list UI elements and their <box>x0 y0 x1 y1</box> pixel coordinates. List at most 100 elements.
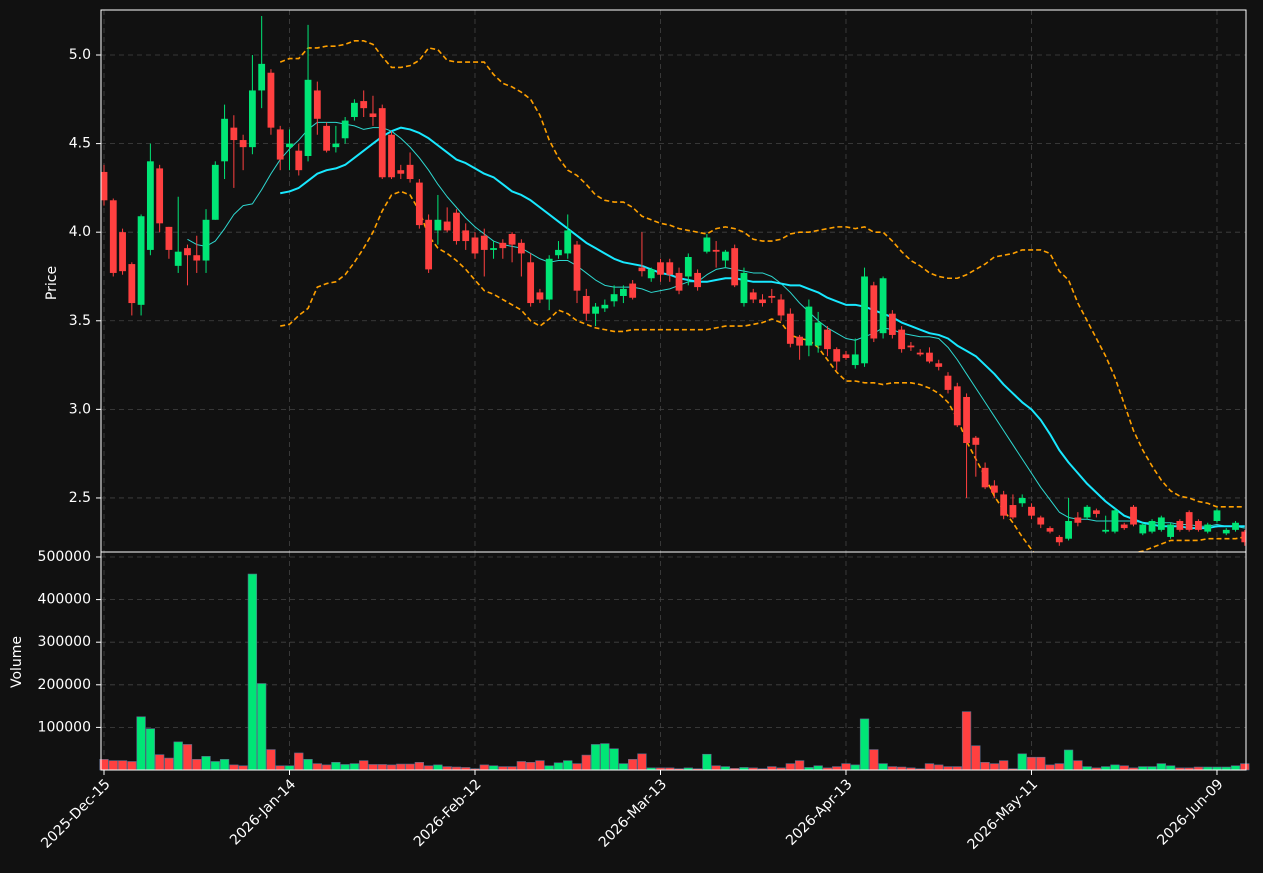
candle-body <box>619 288 627 296</box>
candle-body <box>694 272 701 288</box>
candle-body <box>1065 520 1072 539</box>
candle-body <box>499 242 507 249</box>
candle-body <box>341 120 349 139</box>
volume-bar <box>618 763 629 771</box>
volume-bar <box>303 759 313 771</box>
candle-body <box>1139 524 1147 534</box>
volume-bar <box>331 762 341 771</box>
volume-bar <box>1036 756 1046 771</box>
volume-bar <box>1240 763 1250 771</box>
volume-bar <box>257 683 267 771</box>
candle-body <box>1074 517 1082 523</box>
candle-body <box>777 299 785 316</box>
candle-body <box>295 150 303 171</box>
candle-body <box>675 272 683 291</box>
volume-bar <box>1063 749 1074 771</box>
volume-bar <box>878 763 888 771</box>
volume-bar <box>266 749 276 771</box>
candle-body <box>1167 524 1175 537</box>
volume-bar <box>136 716 146 771</box>
volume-bar <box>1119 765 1129 771</box>
volume-bar <box>229 764 239 771</box>
candle-body <box>443 221 451 231</box>
volume-tick-label: 500000 <box>38 549 91 565</box>
volume-bar <box>609 748 619 771</box>
volume-bar <box>785 763 795 771</box>
candle-body <box>851 354 859 366</box>
volume-bar <box>544 765 554 771</box>
candle-body <box>740 272 748 304</box>
candle-body <box>230 127 238 141</box>
volume-tick-label: 100000 <box>38 719 91 735</box>
candle-body <box>276 129 284 160</box>
candle-body <box>471 237 479 254</box>
candle-body <box>323 125 330 151</box>
volume-bar <box>720 766 731 771</box>
volume-bar <box>999 760 1009 771</box>
volume-bar <box>535 760 545 771</box>
candle-body <box>351 102 358 118</box>
candle-body <box>564 230 572 254</box>
candle-body <box>137 216 145 305</box>
candle-body <box>369 113 377 118</box>
candle-body <box>1018 497 1026 504</box>
volume-frame <box>100 551 1247 771</box>
candle-body <box>332 143 340 148</box>
candle-body <box>508 233 516 245</box>
volume-bar <box>637 753 647 771</box>
candle-body <box>258 63 266 91</box>
volume-bar <box>294 752 304 771</box>
volume-bar <box>971 745 981 771</box>
volume-bar <box>247 573 258 771</box>
candle-body <box>211 164 219 220</box>
candle-body <box>731 248 739 286</box>
candle-body <box>898 329 906 350</box>
volume-bar <box>572 763 582 771</box>
candle-body <box>453 212 460 242</box>
candle-body <box>555 249 562 256</box>
candle-body <box>1222 529 1230 534</box>
volume-bar <box>516 761 527 771</box>
candle-body <box>239 140 247 148</box>
volume-bar <box>934 764 944 771</box>
volume-bar <box>1230 765 1241 771</box>
volume-bar <box>581 754 591 771</box>
volume-bar <box>1045 764 1055 771</box>
candle-body <box>527 262 535 304</box>
y-tick-label: 2.5 <box>69 490 91 506</box>
band-line <box>280 190 1245 552</box>
volume-bar <box>275 765 285 771</box>
candle-body <box>174 251 182 266</box>
candle-body <box>1000 494 1008 516</box>
candle-body <box>1213 510 1221 521</box>
volume-bar <box>813 765 823 771</box>
candle-body <box>926 352 933 362</box>
candle-body <box>1037 517 1045 525</box>
y-tick-label: 3.5 <box>69 313 91 329</box>
candle-body <box>861 276 868 364</box>
candle-body <box>684 256 692 277</box>
volume-bar <box>590 744 601 771</box>
volume-bar <box>238 765 248 771</box>
volume-bar <box>1054 763 1064 771</box>
candle-body <box>193 255 201 261</box>
candle-body <box>101 171 108 201</box>
volume-bar <box>368 764 378 771</box>
volume-bar <box>219 759 230 771</box>
volume-axis-label: Volume <box>9 636 25 688</box>
volume-bar <box>628 759 638 771</box>
candle-body <box>1120 524 1128 529</box>
volume-bar <box>192 759 202 771</box>
candle-body <box>981 467 989 488</box>
candle-body <box>1195 520 1202 530</box>
volume-bar <box>989 763 1000 771</box>
candle-body <box>1204 524 1212 532</box>
volume-bar <box>1138 766 1148 771</box>
candle-body <box>545 258 553 300</box>
candle-body <box>360 101 368 109</box>
candle-body <box>1102 529 1110 532</box>
candle-body <box>378 108 386 178</box>
volume-bar <box>349 763 360 771</box>
candle-body <box>146 161 154 250</box>
